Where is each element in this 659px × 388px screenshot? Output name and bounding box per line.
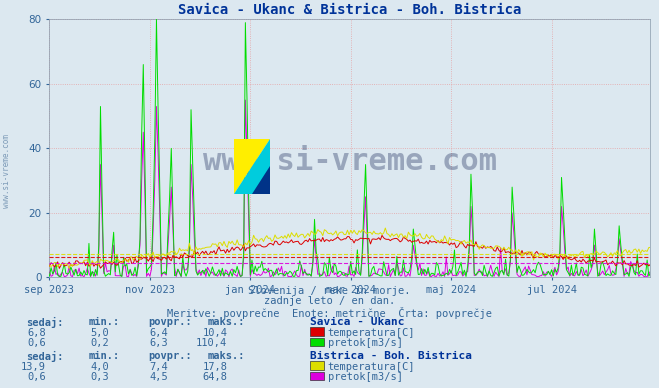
Text: 5,0: 5,0 <box>90 328 109 338</box>
Text: zadnje leto / en dan.: zadnje leto / en dan. <box>264 296 395 307</box>
Text: sedaj:: sedaj: <box>26 317 64 328</box>
Text: 6,4: 6,4 <box>150 328 168 338</box>
Text: 17,8: 17,8 <box>202 362 227 372</box>
Text: 110,4: 110,4 <box>196 338 227 348</box>
Text: pretok[m3/s]: pretok[m3/s] <box>328 338 403 348</box>
Text: 6,8: 6,8 <box>28 328 46 338</box>
Text: www.si-vreme.com: www.si-vreme.com <box>2 134 11 208</box>
Text: 7,4: 7,4 <box>150 362 168 372</box>
Text: 13,9: 13,9 <box>21 362 46 372</box>
Text: Bistrica - Boh. Bistrica: Bistrica - Boh. Bistrica <box>310 351 472 361</box>
Polygon shape <box>252 166 270 194</box>
Text: 6,3: 6,3 <box>150 338 168 348</box>
Text: 0,3: 0,3 <box>90 372 109 383</box>
Text: Meritve: povprečne  Enote: metrične  Črta: povprečje: Meritve: povprečne Enote: metrične Črta:… <box>167 307 492 319</box>
Polygon shape <box>234 139 270 194</box>
Text: min.:: min.: <box>89 351 120 361</box>
Text: www.si-vreme.com: www.si-vreme.com <box>203 147 497 176</box>
Text: povpr.:: povpr.: <box>148 317 192 327</box>
Text: Slovenija / reke in morje.: Slovenija / reke in morje. <box>248 286 411 296</box>
Polygon shape <box>234 139 270 194</box>
Text: 4,0: 4,0 <box>90 362 109 372</box>
Text: maks.:: maks.: <box>208 351 245 361</box>
Text: povpr.:: povpr.: <box>148 351 192 361</box>
Text: 0,6: 0,6 <box>28 372 46 383</box>
Text: sedaj:: sedaj: <box>26 351 64 362</box>
Text: 0,6: 0,6 <box>28 338 46 348</box>
Text: Savica - Ukanc: Savica - Ukanc <box>310 317 404 327</box>
Text: temperatura[C]: temperatura[C] <box>328 362 415 372</box>
Title: Savica - Ukanc & Bistrica - Boh. Bistrica: Savica - Ukanc & Bistrica - Boh. Bistric… <box>178 3 522 17</box>
Text: 10,4: 10,4 <box>202 328 227 338</box>
Text: 0,2: 0,2 <box>90 338 109 348</box>
Text: min.:: min.: <box>89 317 120 327</box>
Text: 64,8: 64,8 <box>202 372 227 383</box>
Text: temperatura[C]: temperatura[C] <box>328 328 415 338</box>
Text: 4,5: 4,5 <box>150 372 168 383</box>
Text: maks.:: maks.: <box>208 317 245 327</box>
Text: pretok[m3/s]: pretok[m3/s] <box>328 372 403 383</box>
